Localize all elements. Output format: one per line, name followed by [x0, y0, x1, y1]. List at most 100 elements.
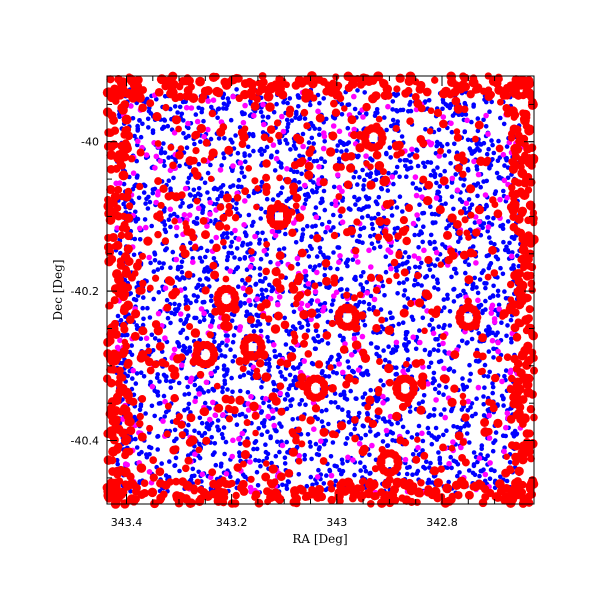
data-point-blue — [462, 259, 468, 265]
data-point-blue — [244, 232, 249, 238]
data-point-magenta — [414, 212, 420, 218]
data-point-red — [382, 84, 393, 94]
data-point-red — [189, 485, 198, 493]
data-point-blue — [353, 277, 359, 283]
data-point-magenta — [122, 461, 129, 467]
data-point-red — [421, 327, 428, 335]
data-point-blue — [263, 361, 269, 367]
data-point-red — [105, 247, 115, 257]
data-point-blue — [264, 252, 270, 257]
data-point-blue — [163, 247, 168, 253]
data-point-red — [179, 244, 187, 252]
data-point-red — [206, 331, 215, 339]
data-point-magenta — [284, 166, 290, 172]
data-point-red — [528, 279, 536, 287]
data-point-blue — [246, 212, 252, 218]
data-point-blue — [140, 305, 145, 311]
data-point-blue — [285, 479, 291, 484]
data-point-blue — [337, 333, 343, 339]
data-point-red — [211, 307, 220, 316]
data-point-blue — [309, 456, 314, 462]
data-point-red — [154, 140, 162, 147]
data-point-red — [220, 476, 227, 483]
data-point-blue — [385, 443, 391, 448]
data-point-red — [378, 316, 386, 324]
data-point-blue — [427, 350, 433, 355]
data-point-blue — [338, 392, 343, 398]
data-point-red — [301, 88, 311, 97]
data-point-blue — [205, 170, 211, 176]
data-point-magenta — [483, 112, 489, 119]
data-point-red — [239, 132, 249, 143]
data-point-blue — [414, 185, 419, 191]
data-point-blue — [208, 298, 214, 304]
data-point-blue — [291, 347, 297, 353]
data-point-magenta — [240, 119, 247, 126]
data-point-blue — [477, 277, 483, 282]
data-point-blue — [237, 374, 243, 380]
data-point-blue — [260, 114, 266, 119]
data-point-red — [328, 131, 338, 141]
data-point-red — [412, 78, 420, 86]
data-point-blue — [497, 175, 502, 180]
data-point-red — [251, 177, 259, 185]
data-point-red — [134, 75, 143, 85]
data-point-blue — [314, 452, 320, 457]
data-point-blue — [342, 395, 348, 401]
data-point-magenta — [130, 170, 137, 176]
data-point-blue — [135, 173, 140, 178]
data-point-red — [526, 404, 536, 414]
data-point-red — [400, 268, 409, 277]
data-point-blue — [326, 421, 331, 427]
data-point-red — [525, 355, 534, 365]
data-point-magenta — [239, 430, 246, 437]
data-point-red — [170, 394, 179, 403]
data-point-magenta — [273, 155, 280, 162]
data-point-magenta — [324, 224, 331, 231]
data-point-magenta — [205, 98, 211, 104]
data-point-red — [520, 345, 531, 356]
data-point-blue — [482, 385, 487, 391]
data-point-red — [321, 259, 331, 268]
data-point-blue — [356, 153, 361, 159]
data-point-red — [515, 179, 523, 187]
data-point-red — [282, 359, 292, 368]
data-point-blue — [259, 385, 264, 390]
data-point-blue — [175, 340, 180, 345]
data-point-blue — [507, 240, 512, 246]
data-point-red — [384, 91, 393, 100]
data-point-magenta — [501, 448, 507, 455]
data-point-blue — [258, 463, 263, 469]
data-point-blue — [334, 148, 339, 153]
data-point-red — [221, 80, 232, 90]
data-point-blue — [119, 333, 125, 338]
data-point-blue — [316, 447, 322, 452]
data-point-red — [495, 479, 505, 489]
data-point-blue — [420, 315, 426, 321]
data-point-blue — [321, 481, 327, 486]
data-point-red — [266, 136, 274, 144]
data-point-blue — [328, 400, 334, 405]
data-point-blue — [155, 393, 161, 398]
data-point-blue — [484, 178, 490, 184]
data-point-red — [327, 480, 335, 487]
data-point-red — [240, 347, 249, 356]
data-point-blue — [423, 99, 428, 104]
data-point-blue — [457, 470, 462, 475]
data-point-blue — [485, 330, 491, 335]
data-point-red — [280, 320, 290, 330]
data-point-blue — [171, 175, 176, 181]
data-point-red — [301, 332, 310, 341]
data-point-blue — [509, 339, 514, 345]
data-point-blue — [234, 246, 240, 251]
data-point-magenta — [155, 189, 161, 195]
data-point-red — [295, 426, 302, 434]
data-point-blue — [319, 156, 324, 161]
data-point-blue — [437, 184, 443, 189]
data-point-red — [501, 468, 511, 478]
data-point-blue — [475, 146, 480, 151]
data-point-blue — [280, 482, 285, 488]
data-point-blue — [331, 225, 336, 230]
data-point-magenta — [114, 225, 120, 231]
data-point-blue — [446, 149, 452, 154]
